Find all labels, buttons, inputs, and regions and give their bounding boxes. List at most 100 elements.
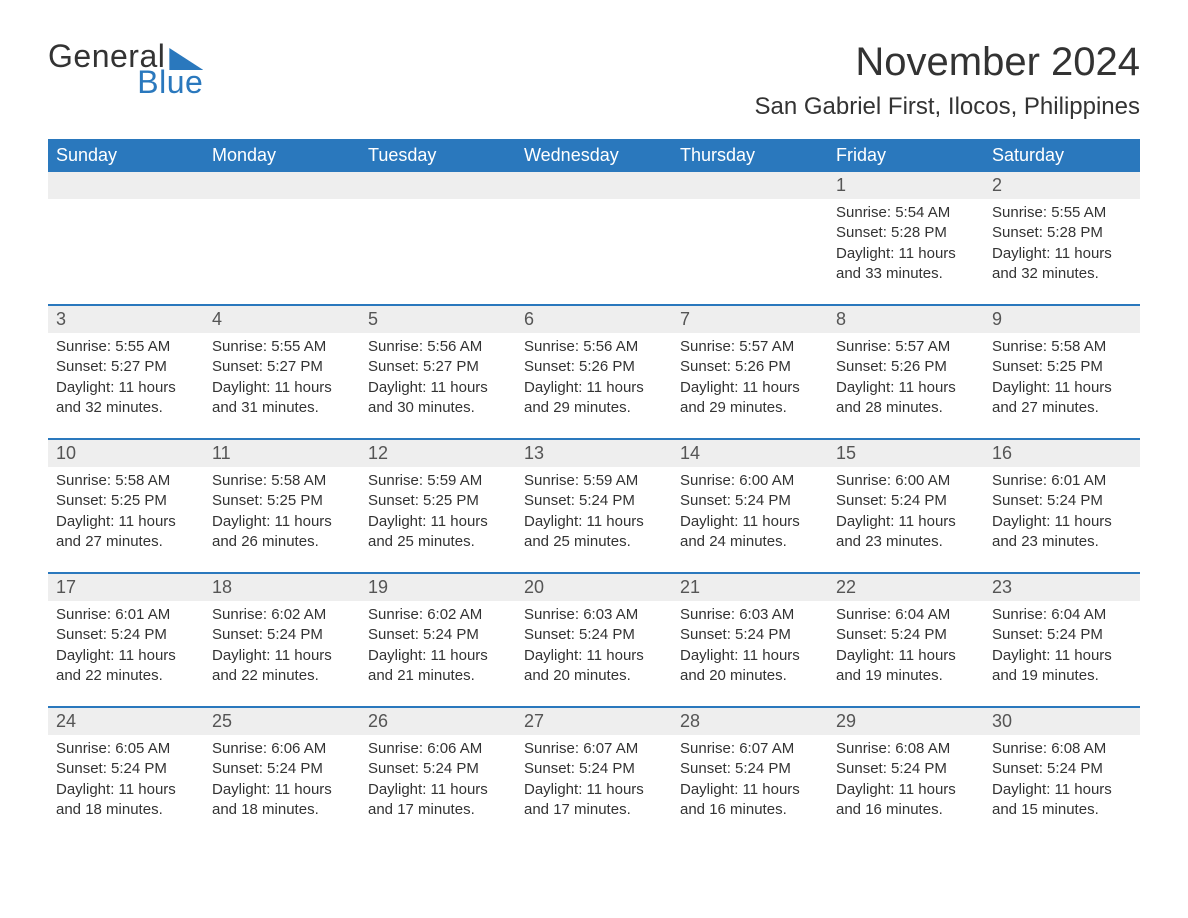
day-number: 19 — [360, 574, 516, 601]
day-details: Sunrise: 5:55 AMSunset: 5:27 PMDaylight:… — [204, 333, 360, 426]
day-details: Sunrise: 6:01 AMSunset: 5:24 PMDaylight:… — [984, 467, 1140, 560]
day-cell: 10Sunrise: 5:58 AMSunset: 5:25 PMDayligh… — [48, 440, 204, 560]
day-details: Sunrise: 6:06 AMSunset: 5:24 PMDaylight:… — [204, 735, 360, 828]
sunrise-line: Sunrise: 5:58 AM — [212, 471, 352, 491]
sunset-line: Sunset: 5:24 PM — [836, 625, 976, 645]
day-details: Sunrise: 5:55 AMSunset: 5:28 PMDaylight:… — [984, 199, 1140, 292]
sunset-line: Sunset: 5:25 PM — [56, 491, 196, 511]
day-cell: 12Sunrise: 5:59 AMSunset: 5:25 PMDayligh… — [360, 440, 516, 560]
sunset-line: Sunset: 5:24 PM — [524, 759, 664, 779]
day-details: Sunrise: 5:56 AMSunset: 5:26 PMDaylight:… — [516, 333, 672, 426]
daylight-line: Daylight: 11 hours and 17 minutes. — [368, 780, 508, 821]
sunrise-line: Sunrise: 6:05 AM — [56, 739, 196, 759]
calendar: Sunday Monday Tuesday Wednesday Thursday… — [48, 139, 1140, 828]
day-number: 9 — [984, 306, 1140, 333]
daylight-line: Daylight: 11 hours and 24 minutes. — [680, 512, 820, 553]
daylight-line: Daylight: 11 hours and 23 minutes. — [992, 512, 1132, 553]
day-cell: 23Sunrise: 6:04 AMSunset: 5:24 PMDayligh… — [984, 574, 1140, 694]
day-details: Sunrise: 6:04 AMSunset: 5:24 PMDaylight:… — [984, 601, 1140, 694]
daylight-line: Daylight: 11 hours and 31 minutes. — [212, 378, 352, 419]
sunset-line: Sunset: 5:27 PM — [368, 357, 508, 377]
day-number: 15 — [828, 440, 984, 467]
day-cell — [516, 172, 672, 292]
daylight-line: Daylight: 11 hours and 19 minutes. — [992, 646, 1132, 687]
day-number: 12 — [360, 440, 516, 467]
day-number: 26 — [360, 708, 516, 735]
day-details — [516, 199, 672, 211]
day-number: 3 — [48, 306, 204, 333]
day-cell: 17Sunrise: 6:01 AMSunset: 5:24 PMDayligh… — [48, 574, 204, 694]
dow-friday: Friday — [828, 139, 984, 172]
dow-tuesday: Tuesday — [360, 139, 516, 172]
day-number: 5 — [360, 306, 516, 333]
sunrise-line: Sunrise: 6:06 AM — [212, 739, 352, 759]
sunrise-line: Sunrise: 5:55 AM — [212, 337, 352, 357]
day-number: 1 — [828, 172, 984, 199]
day-cell: 18Sunrise: 6:02 AMSunset: 5:24 PMDayligh… — [204, 574, 360, 694]
day-cell: 24Sunrise: 6:05 AMSunset: 5:24 PMDayligh… — [48, 708, 204, 828]
dow-saturday: Saturday — [984, 139, 1140, 172]
day-cell: 28Sunrise: 6:07 AMSunset: 5:24 PMDayligh… — [672, 708, 828, 828]
sunrise-line: Sunrise: 5:59 AM — [368, 471, 508, 491]
sunset-line: Sunset: 5:26 PM — [680, 357, 820, 377]
sunset-line: Sunset: 5:28 PM — [992, 223, 1132, 243]
sunset-line: Sunset: 5:24 PM — [836, 491, 976, 511]
day-number — [516, 172, 672, 199]
sunrise-line: Sunrise: 5:55 AM — [56, 337, 196, 357]
sunrise-line: Sunrise: 6:02 AM — [368, 605, 508, 625]
sunrise-line: Sunrise: 6:02 AM — [212, 605, 352, 625]
sunrise-line: Sunrise: 6:06 AM — [368, 739, 508, 759]
day-details: Sunrise: 6:06 AMSunset: 5:24 PMDaylight:… — [360, 735, 516, 828]
day-cell: 11Sunrise: 5:58 AMSunset: 5:25 PMDayligh… — [204, 440, 360, 560]
daylight-line: Daylight: 11 hours and 18 minutes. — [56, 780, 196, 821]
sunrise-line: Sunrise: 5:55 AM — [992, 203, 1132, 223]
day-number: 23 — [984, 574, 1140, 601]
day-number: 8 — [828, 306, 984, 333]
day-cell: 8Sunrise: 5:57 AMSunset: 5:26 PMDaylight… — [828, 306, 984, 426]
day-number: 22 — [828, 574, 984, 601]
sunrise-line: Sunrise: 5:56 AM — [368, 337, 508, 357]
week-row: 10Sunrise: 5:58 AMSunset: 5:25 PMDayligh… — [48, 438, 1140, 560]
day-details: Sunrise: 5:56 AMSunset: 5:27 PMDaylight:… — [360, 333, 516, 426]
day-cell: 20Sunrise: 6:03 AMSunset: 5:24 PMDayligh… — [516, 574, 672, 694]
day-number — [672, 172, 828, 199]
day-number: 2 — [984, 172, 1140, 199]
sunset-line: Sunset: 5:24 PM — [992, 491, 1132, 511]
dow-wednesday: Wednesday — [516, 139, 672, 172]
header: General Blue November 2024 San Gabriel F… — [48, 40, 1140, 121]
day-details: Sunrise: 6:00 AMSunset: 5:24 PMDaylight:… — [828, 467, 984, 560]
sunset-line: Sunset: 5:24 PM — [56, 625, 196, 645]
day-cell: 14Sunrise: 6:00 AMSunset: 5:24 PMDayligh… — [672, 440, 828, 560]
week-row: 3Sunrise: 5:55 AMSunset: 5:27 PMDaylight… — [48, 304, 1140, 426]
day-details: Sunrise: 6:02 AMSunset: 5:24 PMDaylight:… — [204, 601, 360, 694]
sunset-line: Sunset: 5:27 PM — [212, 357, 352, 377]
daylight-line: Daylight: 11 hours and 20 minutes. — [524, 646, 664, 687]
sunset-line: Sunset: 5:24 PM — [524, 491, 664, 511]
day-cell: 27Sunrise: 6:07 AMSunset: 5:24 PMDayligh… — [516, 708, 672, 828]
daylight-line: Daylight: 11 hours and 32 minutes. — [992, 244, 1132, 285]
day-details: Sunrise: 6:01 AMSunset: 5:24 PMDaylight:… — [48, 601, 204, 694]
day-number: 7 — [672, 306, 828, 333]
day-number: 11 — [204, 440, 360, 467]
day-details — [48, 199, 204, 211]
logo-top: General — [48, 40, 203, 72]
sunrise-line: Sunrise: 6:07 AM — [680, 739, 820, 759]
day-details: Sunrise: 5:59 AMSunset: 5:24 PMDaylight:… — [516, 467, 672, 560]
day-number: 30 — [984, 708, 1140, 735]
day-details: Sunrise: 5:59 AMSunset: 5:25 PMDaylight:… — [360, 467, 516, 560]
daylight-line: Daylight: 11 hours and 32 minutes. — [56, 378, 196, 419]
daylight-line: Daylight: 11 hours and 16 minutes. — [836, 780, 976, 821]
day-cell: 13Sunrise: 5:59 AMSunset: 5:24 PMDayligh… — [516, 440, 672, 560]
day-cell: 6Sunrise: 5:56 AMSunset: 5:26 PMDaylight… — [516, 306, 672, 426]
day-number: 29 — [828, 708, 984, 735]
day-details: Sunrise: 5:55 AMSunset: 5:27 PMDaylight:… — [48, 333, 204, 426]
day-number: 21 — [672, 574, 828, 601]
day-details: Sunrise: 6:05 AMSunset: 5:24 PMDaylight:… — [48, 735, 204, 828]
daylight-line: Daylight: 11 hours and 22 minutes. — [56, 646, 196, 687]
sunset-line: Sunset: 5:24 PM — [56, 759, 196, 779]
sunset-line: Sunset: 5:24 PM — [212, 625, 352, 645]
sunrise-line: Sunrise: 5:59 AM — [524, 471, 664, 491]
sunset-line: Sunset: 5:25 PM — [368, 491, 508, 511]
day-cell — [360, 172, 516, 292]
day-cell — [48, 172, 204, 292]
